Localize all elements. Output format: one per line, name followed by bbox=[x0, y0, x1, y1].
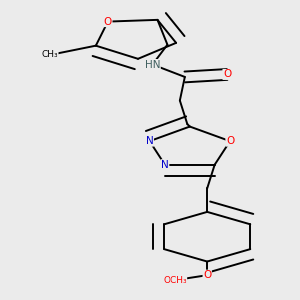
Text: N: N bbox=[161, 160, 169, 170]
Text: HN: HN bbox=[145, 59, 160, 70]
Text: O: O bbox=[203, 270, 211, 280]
Text: O: O bbox=[226, 136, 234, 146]
Text: OCH₃: OCH₃ bbox=[163, 276, 187, 285]
Text: O: O bbox=[223, 70, 231, 80]
Text: CH₃: CH₃ bbox=[41, 50, 58, 59]
Text: O: O bbox=[104, 16, 112, 27]
Text: N: N bbox=[146, 136, 153, 146]
